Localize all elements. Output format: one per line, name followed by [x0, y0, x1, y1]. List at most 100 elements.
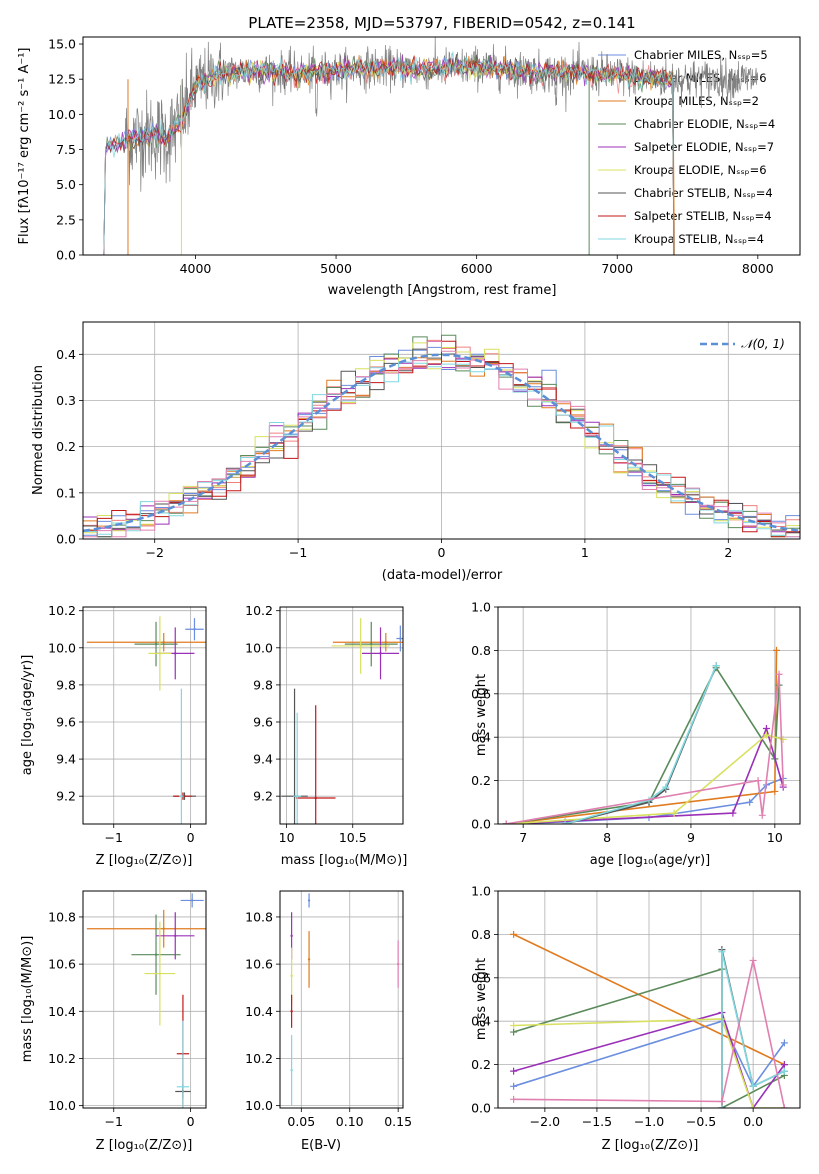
mass-vs-z-ylabel: mass [log₁₀(M/M⊙)]	[20, 936, 35, 1063]
y-tick-label: 10.2	[48, 1051, 76, 1066]
data-point-4	[290, 1010, 293, 1013]
data-point-1	[162, 641, 165, 644]
y-tick-label: 0.0	[56, 532, 76, 547]
x-tick-label: 2	[724, 545, 732, 560]
x-tick-label: 0	[187, 1114, 195, 1129]
weight-marker-4-0	[510, 1022, 518, 1030]
weight-marker-2-0	[510, 1028, 518, 1036]
weight-marker-1-0	[510, 930, 518, 938]
mass-vs-ebv-xlabel: E(B-V)	[301, 1138, 341, 1153]
weight-marker-6-0	[718, 1104, 726, 1108]
data-point-0	[190, 899, 194, 902]
data-point-1	[384, 641, 388, 644]
y-tick-label: 0.2	[471, 773, 491, 788]
y-tick-label: 0.4	[471, 1014, 491, 1029]
weight-marker-7-1	[754, 777, 762, 785]
x-tick-label: 0.10	[336, 1114, 364, 1129]
x-tick-label: 5000	[320, 261, 352, 276]
x-tick-label: 0.0	[743, 1114, 763, 1129]
data-point-7	[295, 794, 299, 798]
y-tick-label: 10.0	[48, 1098, 76, 1113]
y-tick-label: 0.4	[471, 730, 491, 745]
model-spectrum-line-8	[97, 51, 676, 255]
axes-frame	[279, 890, 404, 1109]
x-tick-label: −2.0	[530, 1114, 560, 1129]
weight-vs-z-panel: Z [log₁₀(Z/Z⊙)] mass weight −2.0 −1.5 −1.0…	[471, 884, 801, 1153]
mass-vs-z-panel: Z [log₁₀(Z/Z⊙)] mass [log₁₀(M/M⊙)] −1 0 10…	[20, 890, 207, 1153]
weight-marker-7-0	[510, 1095, 518, 1103]
age-vs-mass-xlabel: mass [log₁₀(M/M⊙)]	[281, 853, 408, 868]
weight-vs-z-ylabel: mass weight	[474, 958, 489, 1040]
y-tick-label: 1.0	[471, 884, 491, 899]
weight-marker-1-1	[771, 787, 779, 795]
weight-marker-0-3	[746, 798, 754, 806]
y-tick-label: 10.0	[245, 640, 273, 655]
x-tick-label: −1	[105, 830, 123, 845]
y-tick-label: 10.8	[48, 909, 76, 924]
spectrum-panel: PLATE=2358, MJD=53797, FIBERID=0542, z=0…	[17, 14, 801, 298]
weight-vs-z-xlabel: Z [log₁₀(Z/Z⊙)]	[602, 1138, 699, 1153]
x-tick-label: 0	[187, 830, 195, 845]
weight-series-line-6	[564, 665, 717, 824]
y-tick-label: 10.4	[245, 1004, 273, 1019]
weight-marker-3-0	[510, 1067, 518, 1075]
residuals-ylabel: Normed distribution	[31, 365, 46, 495]
data-point-3	[290, 974, 293, 978]
weight-series-line-4	[513, 1018, 785, 1108]
weight-marker-7-2	[749, 956, 757, 964]
x-tick-label: 9	[687, 830, 695, 845]
x-tick-label: −1.0	[634, 1114, 664, 1129]
data-point-4	[158, 652, 162, 655]
legend-label-3: Chabrier ELODIE, Nₛₛₚ=4	[634, 117, 775, 131]
y-tick-label: 10.2	[245, 603, 273, 618]
y-tick-label: 0.8	[471, 643, 491, 658]
y-tick-label: 0.0	[471, 817, 491, 832]
y-tick-label: 10.4	[48, 1004, 76, 1019]
legend-label-0: Chabrier MILES, Nₛₛₚ=5	[634, 48, 768, 62]
weight-marker-6-2	[749, 1082, 757, 1090]
x-tick-label: 0.15	[384, 1114, 412, 1129]
spectrum-ylabel: Flux [fλ10⁻¹⁷ erg cm⁻² s⁻¹ A⁻¹]	[17, 48, 32, 245]
residual-histogram-8	[83, 361, 800, 538]
y-tick-label: 9.2	[253, 789, 273, 804]
weight-vs-age-panel: age [log₁₀(age/yr)] mass weight 7 8 9 10 0.0…	[471, 600, 801, 868]
spectrum-title: PLATE=2358, MJD=53797, FIBERID=0542, z=0…	[248, 14, 635, 32]
y-tick-label: 9.6	[56, 714, 76, 729]
weight-series-line-3	[506, 726, 784, 824]
data-point-7	[180, 794, 183, 798]
weight-marker-6-1	[718, 948, 726, 956]
y-tick-label: 10.0	[48, 640, 76, 655]
y-tick-label: 15.0	[48, 37, 76, 52]
data-point-7	[181, 1085, 185, 1088]
plot-area	[97, 37, 759, 255]
data-point-3	[174, 652, 177, 655]
weight-marker-6-3	[780, 1067, 788, 1075]
y-tick-label: 1.0	[471, 600, 491, 615]
data-point-2	[290, 934, 293, 938]
weight-series-line-3	[513, 1011, 786, 1108]
axes-frame	[82, 606, 207, 825]
legend-label-normal: 𝒩(0, 1)	[741, 337, 785, 351]
data-point-0	[399, 637, 402, 640]
weight-marker-7-4	[779, 781, 787, 789]
axes-frame	[497, 890, 801, 1109]
y-tick-label: 10.2	[48, 603, 76, 618]
y-tick-label: 0.8	[471, 927, 491, 942]
legend-label-5: Kroupa ELODIE, Nₛₛₚ=6	[634, 163, 767, 177]
data-point-3	[174, 934, 177, 938]
age-vs-z-ylabel: age [log₁₀(age/yr)]	[20, 655, 35, 776]
plot-area	[281, 618, 403, 824]
age-vs-z-xlabel: Z [log₁₀(Z/Z⊙)]	[96, 853, 193, 868]
y-tick-label: 9.8	[253, 677, 273, 692]
y-tick-label: 0.6	[471, 970, 491, 985]
plot-area	[510, 930, 788, 1108]
x-tick-label: 6000	[461, 261, 493, 276]
y-tick-label: 10.6	[48, 957, 76, 972]
x-tick-label: −1	[289, 545, 307, 560]
weight-marker-1-2	[773, 646, 781, 654]
weight-vs-age-xlabel: age [log₁₀(age/yr)]	[590, 853, 711, 868]
weight-series-line-4	[506, 734, 784, 824]
y-tick-label: 9.4	[56, 752, 76, 767]
plot-area	[86, 616, 206, 824]
y-tick-label: 10.0	[245, 1098, 273, 1113]
